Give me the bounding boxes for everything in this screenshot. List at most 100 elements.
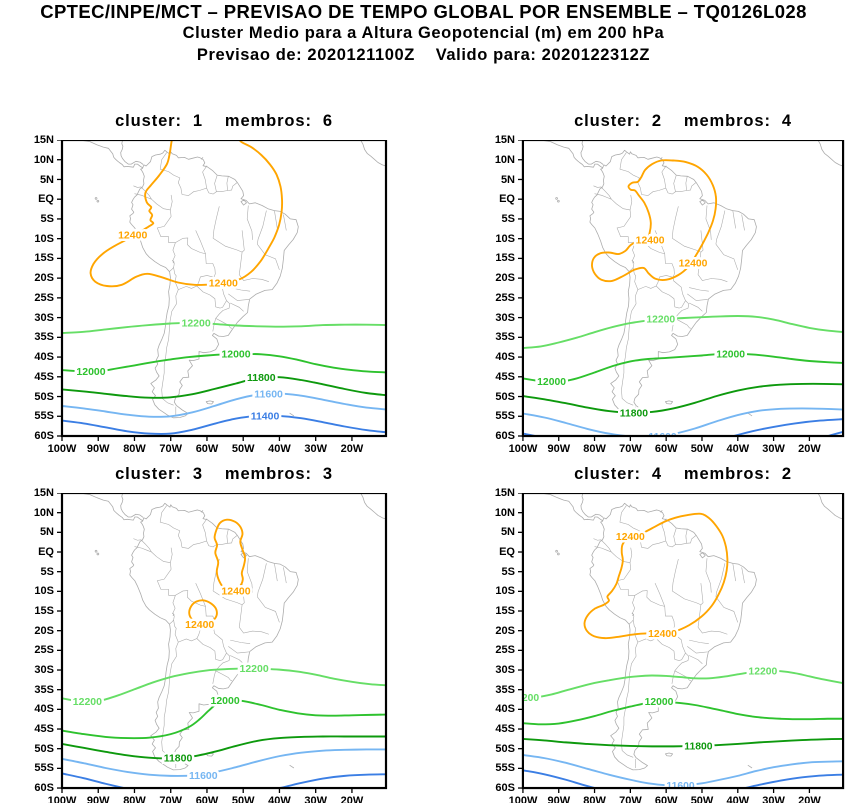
border-line <box>688 302 703 312</box>
border-line <box>632 267 639 290</box>
lat-tick-label: 10S <box>34 232 54 245</box>
panel-title: cluster: 3 membros: 3 <box>115 465 333 483</box>
plot-frame <box>60 493 388 790</box>
border-line <box>212 590 243 606</box>
contour-map-plot: 12400 12400 12200 12200 12000 11800 11600 <box>517 493 845 794</box>
contour-label-12400: 12400 <box>648 629 677 640</box>
border-line <box>697 583 704 628</box>
lat-tick-label: 25S <box>34 291 54 304</box>
contour-label-12000: 12000 <box>221 349 250 361</box>
border-line <box>621 289 639 406</box>
coastline <box>580 140 604 165</box>
coastline <box>360 140 386 167</box>
lon-tick-label: 80W <box>123 795 146 803</box>
coastline <box>539 493 603 522</box>
border-line <box>195 230 206 254</box>
border-line <box>594 193 612 200</box>
coastline <box>120 493 144 518</box>
lon-tick-label: 30W <box>304 795 327 803</box>
lat-tick-label: 25S <box>34 644 54 657</box>
border-line <box>172 242 176 264</box>
lon-tick-label: 60W <box>654 443 678 455</box>
coastline <box>631 612 634 616</box>
lat-tick-label: 20S <box>34 272 54 285</box>
plot-area: 12400 12400 12200 12200 12000 11800 11600 <box>62 493 386 789</box>
lon-tick-label: 30W <box>762 795 785 803</box>
lat-tick-label: 5S <box>40 212 54 225</box>
lat-tick-label: 50S <box>495 390 515 403</box>
island-outline <box>699 552 706 559</box>
border-line <box>672 590 702 606</box>
contour-line-11400 <box>62 414 386 435</box>
south-america-coastline <box>129 502 299 771</box>
lat-tick-label: 15N <box>494 487 515 499</box>
border-line <box>654 582 665 607</box>
island-speck <box>96 199 100 203</box>
contour-line-12000 <box>522 700 844 726</box>
coastline <box>660 157 663 160</box>
border-line <box>230 655 244 664</box>
border-line <box>629 194 633 210</box>
border-line <box>685 176 688 191</box>
south-america-coastline <box>589 149 757 419</box>
border-line <box>672 238 702 253</box>
contour-line-12000 <box>62 352 386 374</box>
border-line <box>212 652 231 684</box>
contour-line-12400 <box>583 512 729 640</box>
island-outline <box>665 752 674 757</box>
border-line <box>134 546 152 553</box>
coastline <box>631 260 634 264</box>
lat-tick-label: 15N <box>494 134 515 146</box>
lon-tick-label: 40W <box>268 443 291 455</box>
border-line <box>661 165 667 189</box>
border-line <box>215 670 233 681</box>
lat-tick-label: 40S <box>34 351 54 364</box>
border-line <box>196 629 227 661</box>
lat-tick-label: 10S <box>34 585 54 598</box>
lon-tick-label: 20W <box>798 443 821 455</box>
border-line <box>257 244 280 270</box>
border-line <box>257 210 267 245</box>
contour-label-11800: 11800 <box>684 742 712 753</box>
lon-tick-label: 100W <box>508 795 538 803</box>
lat-tick-label: 55S <box>495 410 515 423</box>
contour-label-12000: 12000 <box>211 696 240 707</box>
border-line <box>175 590 216 630</box>
border-line <box>274 563 278 582</box>
coastline <box>747 764 753 769</box>
lat-tick-label: 40S <box>495 351 515 364</box>
cluster-panel-1: cluster: 1 membros: 6 15N 10N 5N EQ 5S 10S 15S… <box>14 110 398 456</box>
border-line <box>257 563 267 597</box>
border-line <box>169 263 175 272</box>
lat-tick-label: 25S <box>495 644 515 657</box>
border-line <box>170 547 173 563</box>
border-line <box>134 193 152 200</box>
lat-tick-label: 30S <box>34 311 54 324</box>
forecast-valid-line: Previsao de: 2020121100Z Valido para: 20… <box>196 46 651 64</box>
contour-label-12000: 12000 <box>76 366 105 378</box>
border-line <box>202 518 208 541</box>
island-speck <box>96 552 100 556</box>
contour-label-12400: 12400 <box>636 235 665 246</box>
border-line <box>156 562 176 596</box>
lon-tick-label: 30W <box>762 443 785 455</box>
lon-tick-label: 40W <box>726 443 750 455</box>
country-state-borders <box>133 505 287 768</box>
border-line <box>674 670 691 681</box>
border-line <box>687 646 708 654</box>
lon-tick-label: 50W <box>690 795 714 803</box>
border-line <box>181 535 238 549</box>
border-line <box>687 293 708 301</box>
border-line <box>674 318 691 329</box>
south-america-base-map <box>79 493 386 771</box>
contour-label-12400: 12400 <box>221 587 250 598</box>
border-line <box>212 206 220 239</box>
lat-tick-label: 55S <box>495 762 515 775</box>
lon-tick-label: 40W <box>268 795 291 803</box>
lat-tick-label: 50S <box>34 390 54 403</box>
lat-tick-label: 10N <box>33 506 54 519</box>
contour-label-12000: 12000 <box>537 377 566 388</box>
border-line <box>228 646 250 654</box>
coastline <box>200 157 204 160</box>
coastline <box>817 493 844 520</box>
